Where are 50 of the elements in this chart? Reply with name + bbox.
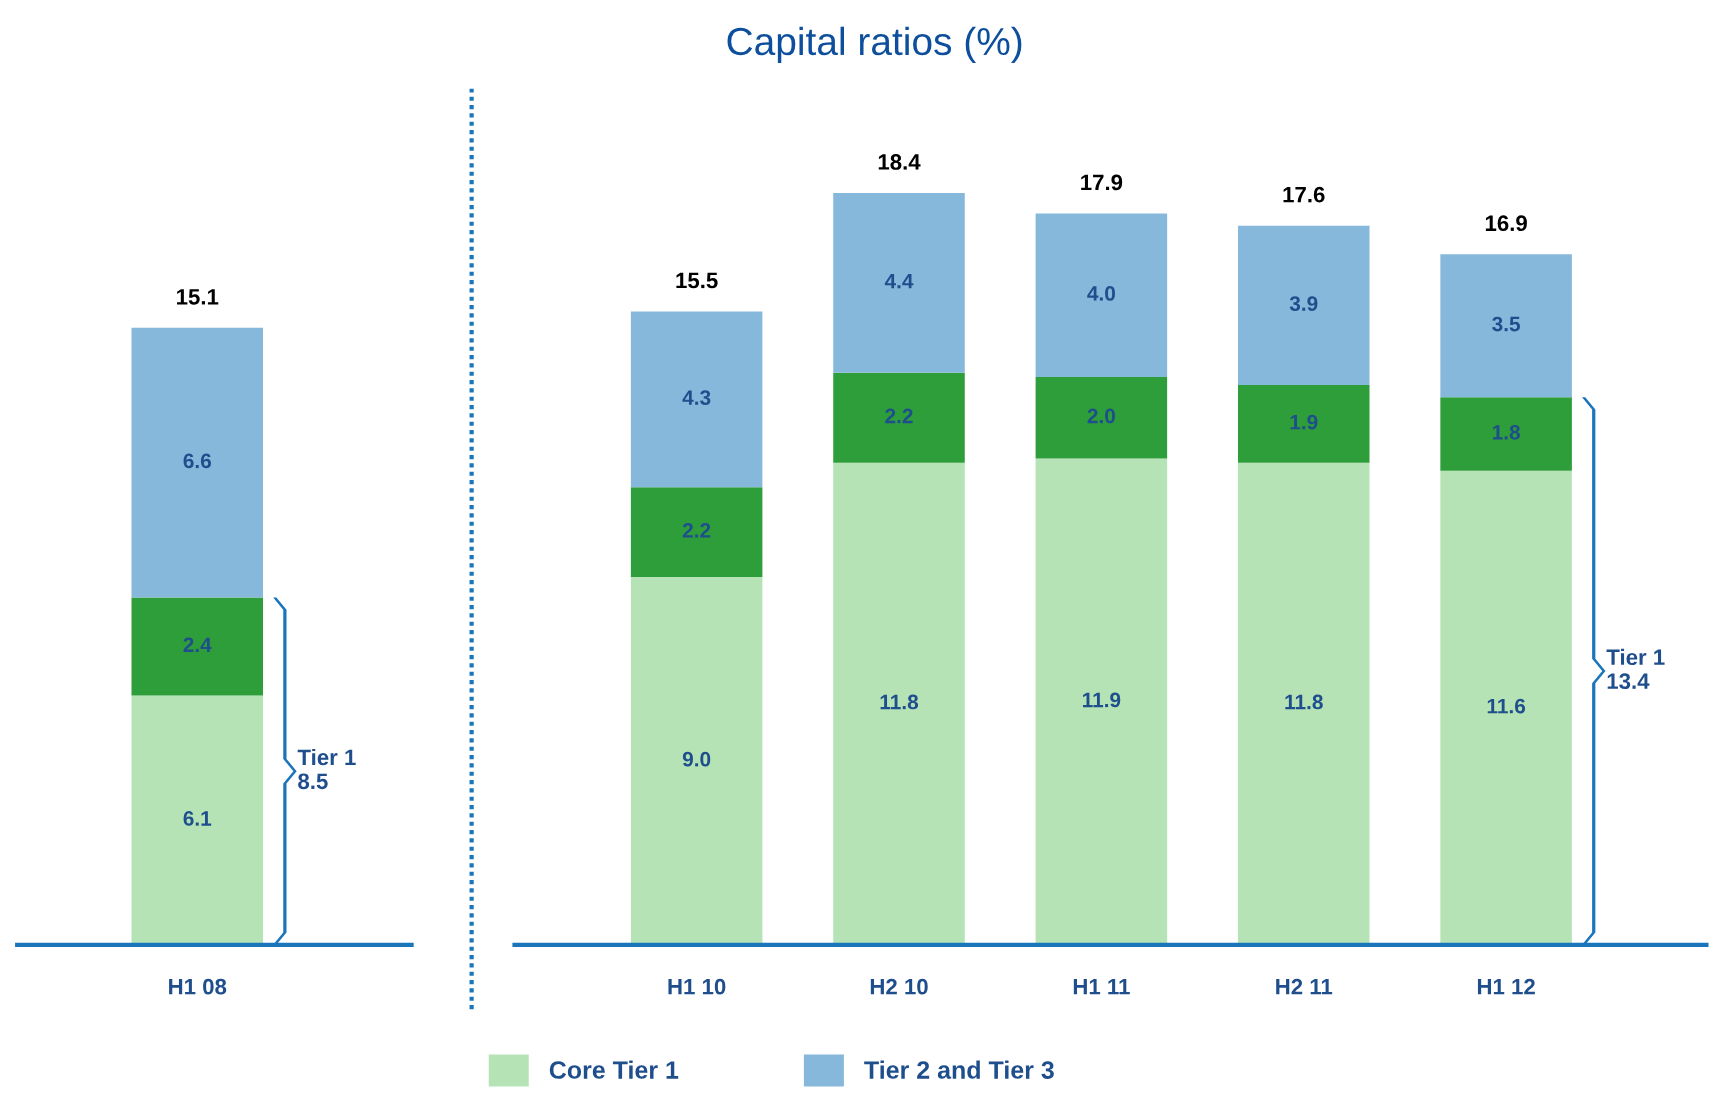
data-label: 2.0	[1087, 408, 1115, 424]
legend-label: Tier 2 and Tier 3	[864, 1060, 1054, 1079]
data-label: 2.2	[885, 408, 913, 424]
bar	[833, 462, 965, 945]
annotation: Tier 1 13.4	[1606, 648, 1665, 690]
data-label: 4.3	[682, 390, 711, 405]
bar	[1035, 376, 1168, 459]
data-label: 6.6	[183, 453, 211, 469]
x-tick-label: H2 11	[1276, 978, 1333, 995]
bar	[630, 487, 763, 578]
total-label: 17.6	[1283, 186, 1325, 203]
x-tick-label: H2 10	[870, 978, 928, 995]
data-label: 4.0	[1087, 286, 1115, 301]
bar	[1237, 225, 1370, 386]
x-tick-label: H1 11	[1073, 979, 1130, 995]
bar	[1440, 470, 1572, 945]
bar	[1035, 213, 1168, 377]
total-label: 15.5	[676, 272, 718, 289]
data-label: 2.2	[682, 523, 711, 538]
text: Tier 1 8.5	[297, 748, 356, 790]
x-tick-label: H1 08	[169, 978, 227, 995]
data-label: 11.8	[880, 694, 919, 710]
total-label: 17.9	[1081, 174, 1123, 191]
bar	[630, 311, 763, 488]
data-label: 11.8	[1285, 694, 1323, 710]
data-label: 1.9	[1290, 414, 1318, 430]
bar	[1440, 397, 1572, 471]
data-label: 9.0	[682, 751, 711, 767]
total-label: 15.1	[177, 289, 219, 305]
legend-label: Core Tier 1	[549, 1060, 679, 1079]
data-label: 1.8	[1492, 424, 1520, 440]
total-label: 16.9	[1485, 215, 1527, 232]
data-label: 3.5	[1492, 316, 1521, 332]
data-label: 2.4	[183, 637, 212, 652]
total-label: 18.4	[878, 154, 921, 170]
data-label: 4.4	[884, 273, 914, 289]
bar	[1237, 462, 1370, 945]
chart-title: Capital ratios (%)	[727, 26, 1022, 63]
bar	[1035, 458, 1168, 945]
bar	[833, 193, 965, 373]
data-label: 6.1	[183, 811, 212, 826]
bar	[1440, 254, 1572, 398]
x-tick-label: H1 12	[1477, 978, 1535, 995]
bar	[630, 577, 763, 945]
data-label: 11.9	[1082, 692, 1121, 708]
data-label: 3.9	[1289, 296, 1318, 311]
data-label: 11.6	[1487, 698, 1526, 714]
bar	[833, 372, 965, 463]
x-tick-label: H1 10	[668, 978, 726, 995]
bar	[1237, 385, 1370, 463]
